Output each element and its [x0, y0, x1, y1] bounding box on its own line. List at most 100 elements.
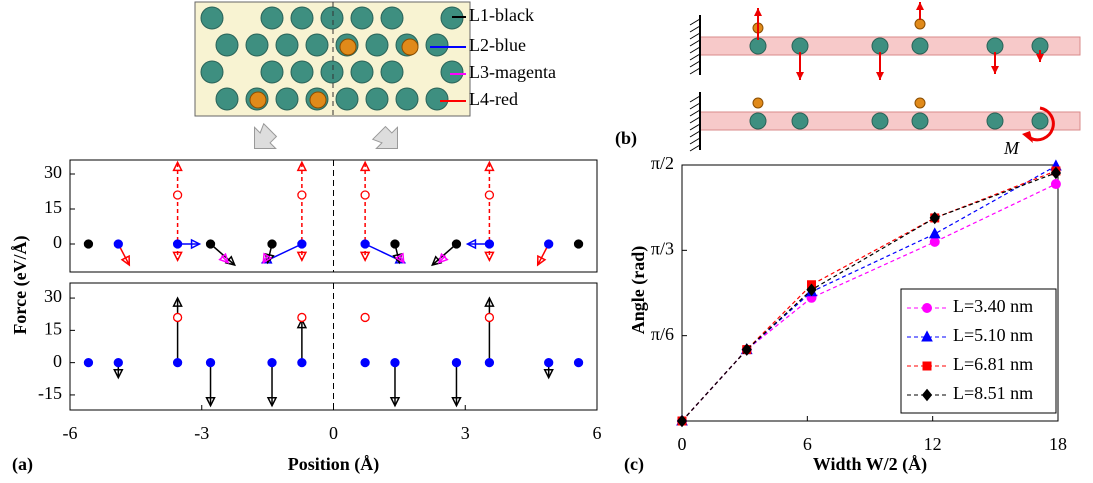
- atom: [216, 34, 238, 56]
- atom-point: [485, 313, 493, 321]
- data-point: [1051, 180, 1060, 189]
- arrow-shaft: [211, 244, 235, 265]
- atom-point: [361, 359, 369, 367]
- y-axis-title: Force (eV/Å): [10, 235, 31, 334]
- atom: [872, 113, 888, 129]
- wall-hatch: [690, 19, 700, 25]
- atom: [912, 38, 928, 54]
- atom: [276, 88, 298, 110]
- atom-point: [391, 240, 399, 248]
- x-tick-label: 0: [329, 423, 338, 443]
- atom: [291, 7, 313, 29]
- legend-label: L=5.10 nm: [953, 325, 1033, 345]
- y-tick-label: 0: [53, 351, 62, 371]
- atom-point: [174, 359, 182, 367]
- atom-point: [174, 240, 182, 248]
- atom: [792, 113, 808, 129]
- atom-point: [361, 191, 369, 199]
- force-vector: [485, 162, 493, 195]
- y-tick-label: 30: [44, 286, 62, 306]
- wall-hatch: [690, 40, 700, 46]
- atom: [291, 61, 313, 83]
- x-tick-label: 3: [461, 423, 470, 443]
- atom: [351, 61, 373, 83]
- force-vector: [220, 254, 228, 263]
- y-tick-label: 30: [44, 162, 62, 182]
- atom: [441, 61, 463, 83]
- atom-point: [174, 191, 182, 199]
- atom: [306, 34, 328, 56]
- wall-hatch: [690, 138, 700, 144]
- force-arrow-head: [754, 8, 762, 16]
- force-vector: [432, 244, 456, 265]
- dopant-atom: [915, 98, 925, 108]
- atom: [201, 7, 223, 29]
- dopant-atom: [915, 19, 925, 29]
- atom-point: [485, 240, 493, 248]
- atom-point: [207, 359, 215, 367]
- wall-hatch: [690, 61, 700, 67]
- force-vector: [452, 363, 460, 406]
- atom-point: [391, 359, 399, 367]
- atom-point: [207, 240, 215, 248]
- force-vector: [391, 363, 399, 406]
- atom-point: [361, 240, 369, 248]
- atom-point: [298, 240, 306, 248]
- atom: [201, 61, 223, 83]
- x-tick-label: 12: [924, 434, 942, 454]
- x-tick-label: -3: [194, 423, 209, 443]
- wall-hatch: [690, 47, 700, 53]
- atom-point: [114, 240, 122, 248]
- atom: [381, 7, 403, 29]
- atom: [246, 34, 268, 56]
- legend-marker: [923, 362, 931, 370]
- force-vector: [298, 195, 306, 260]
- x-tick-label: 6: [803, 434, 812, 454]
- panel-label: (c): [624, 454, 644, 475]
- force-arrow-head: [1036, 54, 1044, 62]
- atom-point: [268, 359, 276, 367]
- arrow-head: [122, 256, 129, 265]
- dopant-atom: [310, 92, 326, 108]
- atom-point: [575, 240, 583, 248]
- wall-hatch: [690, 26, 700, 32]
- dopant-atom: [250, 92, 266, 108]
- force-vector: [485, 298, 493, 363]
- atom-point: [84, 359, 92, 367]
- atom: [366, 88, 388, 110]
- data-point: [930, 228, 940, 238]
- atom: [426, 88, 448, 110]
- force-arrow-head: [796, 72, 804, 80]
- dopant-atom: [753, 98, 763, 108]
- force-vector: [174, 298, 182, 363]
- atom: [750, 113, 766, 129]
- atom: [261, 61, 283, 83]
- legend-label: L=8.51 nm: [953, 383, 1033, 403]
- atom-point: [575, 359, 583, 367]
- y-tick-label: 15: [44, 197, 62, 217]
- moment-label: M: [1003, 138, 1020, 158]
- atom-point: [545, 240, 553, 248]
- force-vector: [298, 320, 306, 363]
- structure-label: L2-blue: [469, 35, 526, 55]
- atom-point: [298, 313, 306, 321]
- x-tick-label: 6: [593, 423, 602, 443]
- atom-point: [174, 313, 182, 321]
- schematic: M (b): [615, 2, 1080, 158]
- atom: [366, 34, 388, 56]
- structure-label: L4-red: [469, 89, 518, 109]
- x-axis-title: Width W/2 (Å): [813, 454, 927, 475]
- force-vector: [361, 162, 369, 195]
- wall-hatch: [690, 131, 700, 137]
- moment-arrow-head: [1022, 131, 1033, 143]
- pointer-arrow: [370, 121, 408, 159]
- atom-point: [361, 313, 369, 321]
- atom-point: [485, 359, 493, 367]
- atom-point: [452, 240, 460, 248]
- force-vector: [298, 162, 306, 195]
- y-tick-label: 0: [53, 232, 62, 252]
- force-vector: [361, 195, 369, 260]
- figure: L1-black L2-blue L3-magenta L4-red M (b)…: [0, 0, 1093, 483]
- atom: [381, 61, 403, 83]
- force-vector: [207, 363, 215, 406]
